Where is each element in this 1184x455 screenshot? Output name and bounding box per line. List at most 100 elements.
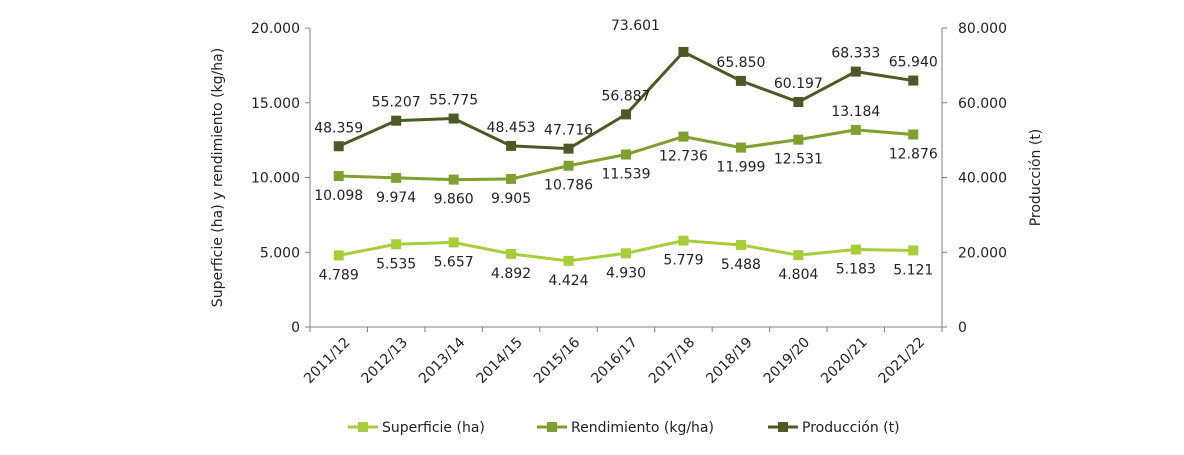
- data-point-marker: [621, 109, 631, 120]
- data-point-marker: [333, 141, 344, 152]
- data-point-marker: [391, 115, 402, 126]
- data-label: 65.940: [889, 55, 938, 71]
- data-point-marker: [448, 174, 459, 185]
- data-label: 11.999: [716, 160, 765, 176]
- data-label: 4.804: [778, 267, 818, 283]
- data-point-marker: [793, 250, 804, 261]
- data-point-marker: [735, 75, 746, 86]
- right-tick-label: 40.000: [958, 171, 1007, 187]
- data-label: 48.453: [487, 120, 536, 136]
- data-label: 4.789: [319, 267, 359, 283]
- legend-marker: [547, 422, 557, 432]
- left-tick-label: 15.000: [251, 96, 300, 112]
- data-point-marker: [735, 142, 746, 153]
- series-rendimiento: 10.098 9.974 9.860 9.905 10.786 11.539 12.736 1…: [314, 104, 938, 208]
- x-tick-label: 2017/18: [646, 335, 698, 387]
- data-point-marker: [563, 160, 574, 171]
- data-label: 5.779: [663, 253, 703, 269]
- data-label: 47.716: [544, 123, 593, 139]
- right-tick-label: 20.000: [958, 245, 1007, 261]
- data-label: 9.860: [434, 192, 474, 208]
- right-tick-label: 60.000: [958, 96, 1007, 112]
- data-label: 12.736: [659, 149, 708, 165]
- data-point-marker: [678, 235, 689, 246]
- left-tick-label: 0: [291, 320, 300, 336]
- data-point-marker: [621, 149, 631, 160]
- data-label: 48.359: [314, 120, 363, 136]
- x-tick-label: 2014/15: [473, 335, 525, 387]
- data-label: 5.657: [434, 254, 474, 270]
- data-point-marker: [735, 239, 746, 250]
- legend-item: Superficie (ha): [348, 420, 485, 436]
- data-point-marker: [448, 113, 459, 124]
- data-label: 11.539: [602, 166, 651, 182]
- data-point-marker: [563, 255, 574, 266]
- data-label: 68.333: [831, 46, 880, 62]
- x-tick-label: 2020/21: [818, 335, 870, 387]
- chart-legend: Superficie (ha) Rendimiento (kg/ha) Produc…: [348, 420, 900, 436]
- series-superficie: 4.789 5.535 5.657 4.892 4.424 4.930 5.779 5.488…: [319, 235, 933, 289]
- data-label: 10.786: [544, 178, 593, 194]
- chart-axes: [305, 27, 947, 332]
- data-point-marker: [506, 173, 517, 184]
- series-produccion: 48.359 55.207 55.775 48.453 47.716 56.887 73.6…: [314, 18, 938, 154]
- left-tick-label: 20.000: [251, 21, 300, 37]
- data-point-marker: [908, 75, 919, 86]
- x-tick-label: 2011/12: [301, 335, 353, 387]
- legend-item: Producción (t): [768, 420, 900, 436]
- legend-marker: [778, 422, 788, 432]
- x-tick-label: 2018/19: [703, 335, 755, 387]
- data-point-marker: [850, 66, 861, 77]
- data-label: 5.183: [836, 262, 876, 278]
- data-label: 12.531: [774, 152, 823, 168]
- data-point-marker: [333, 250, 344, 261]
- data-label: 55.207: [372, 95, 421, 111]
- legend-marker: [358, 422, 368, 432]
- legend-label: Rendimiento (kg/ha): [571, 420, 714, 436]
- data-label: 13.184: [831, 104, 880, 120]
- x-tick-label: 2015/16: [531, 334, 584, 387]
- data-point-marker: [678, 131, 689, 142]
- data-label: 9.974: [376, 190, 416, 206]
- data-label: 4.930: [606, 265, 646, 281]
- data-point-marker: [678, 46, 689, 57]
- data-label: 5.488: [721, 257, 761, 273]
- left-tick-label: 10.000: [251, 171, 300, 187]
- left-axis-title: Superficie (ha) y rendimiento (kg/ha): [210, 48, 226, 307]
- x-tick-label: 2013/14: [416, 334, 469, 387]
- data-point-marker: [391, 172, 402, 183]
- data-point-marker: [391, 239, 402, 250]
- data-point-marker: [333, 171, 344, 182]
- data-label: 55.775: [429, 93, 478, 109]
- data-label: 73.601: [611, 18, 660, 34]
- right-tick-label: 0: [958, 320, 967, 336]
- data-point-marker: [793, 134, 804, 145]
- legend-label: Superficie (ha): [382, 420, 485, 436]
- x-tick-label: 2019/20: [761, 335, 813, 387]
- chart-series: 4.789 5.535 5.657 4.892 4.424 4.930 5.779 5.488…: [314, 18, 938, 289]
- data-label: 56.887: [602, 88, 651, 104]
- data-point-marker: [908, 245, 919, 256]
- data-label: 10.098: [314, 188, 363, 204]
- data-label: 65.850: [716, 55, 765, 71]
- data-point-marker: [621, 248, 631, 259]
- data-point-marker: [563, 143, 574, 154]
- data-label: 60.197: [774, 76, 823, 92]
- data-label: 9.905: [491, 191, 531, 207]
- data-point-marker: [793, 97, 804, 108]
- data-point-marker: [908, 129, 919, 140]
- x-tick-label: 2016/17: [588, 335, 640, 387]
- legend-item: Rendimiento (kg/ha): [537, 420, 714, 436]
- left-tick-label: 5.000: [260, 245, 300, 261]
- data-point-marker: [448, 237, 459, 248]
- data-label: 4.892: [491, 266, 531, 282]
- right-axis-title: Producción (t): [1028, 129, 1044, 227]
- data-point-marker: [850, 244, 861, 255]
- legend-label: Producción (t): [802, 420, 900, 436]
- data-label: 4.424: [548, 273, 588, 289]
- right-tick-label: 80.000: [958, 21, 1007, 37]
- data-point-marker: [506, 140, 517, 151]
- x-tick-label: 2021/22: [876, 335, 928, 387]
- data-point-marker: [506, 248, 517, 259]
